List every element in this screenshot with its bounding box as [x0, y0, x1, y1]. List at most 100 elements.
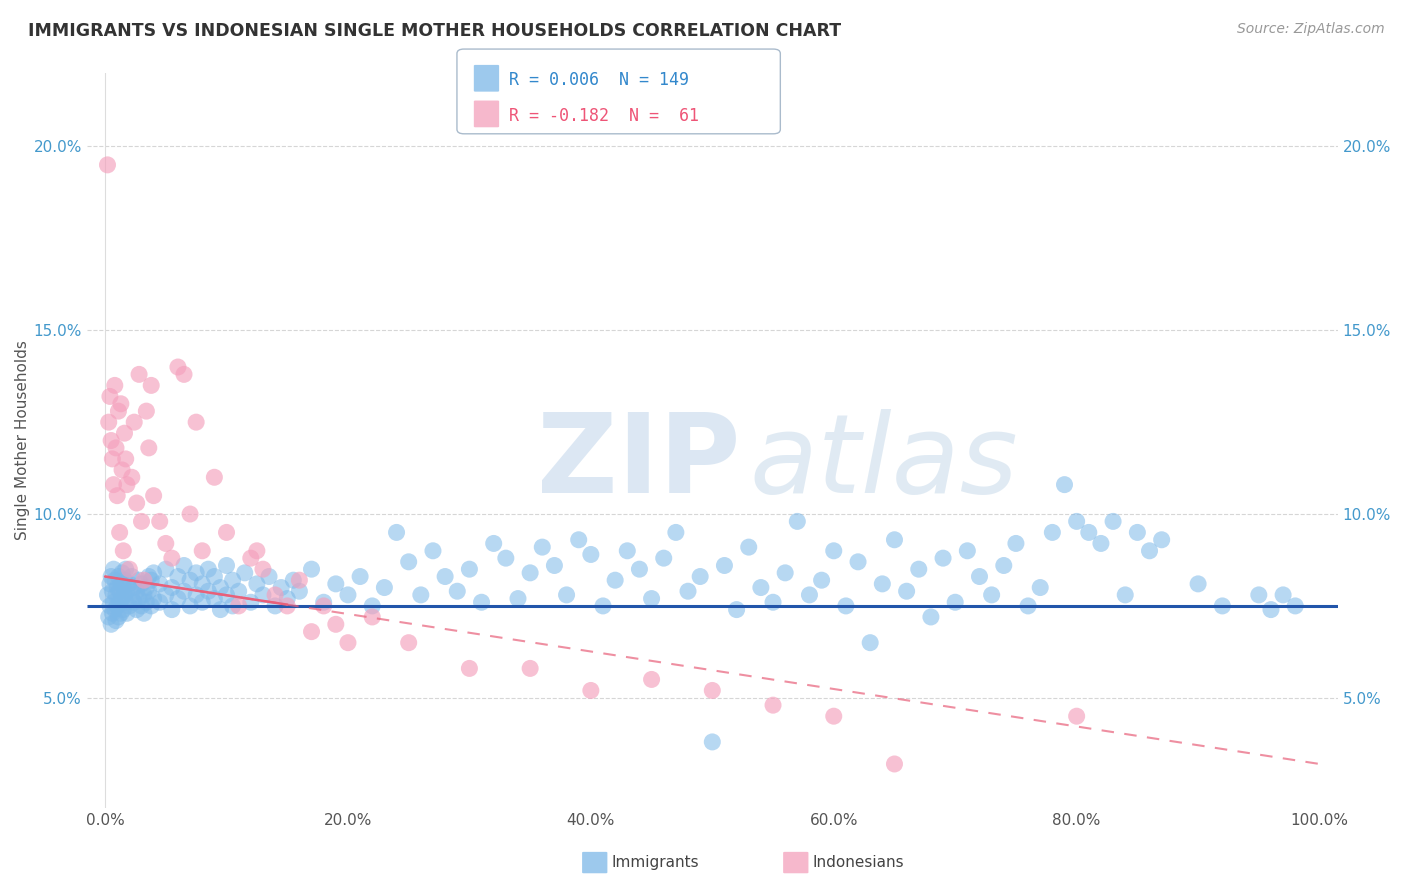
Point: [652, 551, 675, 566]
Point: [773, 566, 796, 580]
Point: [1272, 588, 1295, 602]
Point: [969, 569, 991, 583]
Point: [110, 607, 132, 621]
Point: [101, 584, 124, 599]
Point: [191, 595, 214, 609]
Point: [160, 551, 183, 566]
Point: [105, 599, 128, 613]
Point: [125, 496, 148, 510]
Point: [215, 588, 238, 602]
Point: [361, 599, 384, 613]
Point: [422, 543, 444, 558]
Point: [121, 569, 143, 583]
Point: [385, 525, 408, 540]
Point: [896, 584, 918, 599]
Point: [1260, 602, 1282, 616]
Point: [336, 635, 359, 649]
Point: [640, 673, 662, 687]
Point: [167, 569, 190, 583]
Point: [738, 540, 761, 554]
Point: [167, 359, 190, 374]
Point: [191, 543, 214, 558]
Point: [1090, 536, 1112, 550]
Point: [519, 661, 541, 675]
Point: [141, 573, 163, 587]
Point: [118, 562, 141, 576]
Point: [209, 581, 232, 595]
Point: [118, 577, 141, 591]
Point: [128, 573, 150, 587]
Point: [104, 573, 127, 587]
Point: [173, 558, 195, 573]
Text: atlas: atlas: [749, 409, 1018, 516]
Point: [131, 577, 153, 591]
Point: [312, 595, 335, 609]
Point: [616, 543, 638, 558]
Point: [96, 588, 118, 602]
Point: [155, 536, 177, 550]
Point: [132, 588, 155, 602]
Point: [101, 451, 124, 466]
Point: [799, 588, 821, 602]
Point: [128, 591, 150, 606]
Point: [689, 569, 711, 583]
Point: [114, 573, 136, 587]
Point: [859, 635, 882, 649]
Point: [110, 397, 132, 411]
Point: [104, 602, 127, 616]
Point: [115, 477, 138, 491]
Point: [702, 683, 724, 698]
Text: ZIP: ZIP: [537, 409, 741, 516]
Point: [202, 591, 225, 606]
Point: [579, 548, 602, 562]
Point: [97, 415, 120, 429]
Point: [239, 551, 262, 566]
Point: [568, 533, 591, 547]
Point: [155, 562, 177, 576]
Point: [495, 551, 517, 566]
Point: [883, 533, 905, 547]
Point: [920, 610, 942, 624]
Point: [104, 614, 127, 628]
Text: Source: ZipAtlas.com: Source: ZipAtlas.com: [1237, 22, 1385, 37]
Point: [111, 591, 134, 606]
Point: [283, 573, 305, 587]
Point: [835, 599, 858, 613]
Point: [398, 555, 420, 569]
Point: [1066, 709, 1088, 723]
Point: [1284, 599, 1306, 613]
Point: [138, 584, 160, 599]
Point: [823, 543, 845, 558]
Point: [228, 599, 250, 613]
Point: [155, 588, 177, 602]
Point: [122, 415, 145, 429]
Point: [110, 577, 132, 591]
Point: [725, 602, 748, 616]
Point: [1017, 599, 1039, 613]
Point: [121, 588, 143, 602]
Point: [138, 441, 160, 455]
Point: [1077, 525, 1099, 540]
Point: [114, 588, 136, 602]
Point: [288, 573, 311, 587]
Point: [179, 599, 201, 613]
Point: [288, 584, 311, 599]
Point: [1247, 588, 1270, 602]
Point: [104, 378, 127, 392]
Point: [846, 555, 869, 569]
Point: [531, 540, 554, 554]
Point: [115, 584, 138, 599]
Point: [605, 573, 627, 587]
Point: [160, 581, 183, 595]
Point: [100, 569, 122, 583]
Point: [373, 581, 395, 595]
Point: [108, 584, 131, 599]
Point: [100, 617, 122, 632]
Point: [135, 595, 157, 609]
Point: [197, 584, 219, 599]
Point: [993, 558, 1015, 573]
Point: [1005, 536, 1028, 550]
Point: [215, 525, 238, 540]
Point: [883, 756, 905, 771]
Point: [932, 551, 955, 566]
